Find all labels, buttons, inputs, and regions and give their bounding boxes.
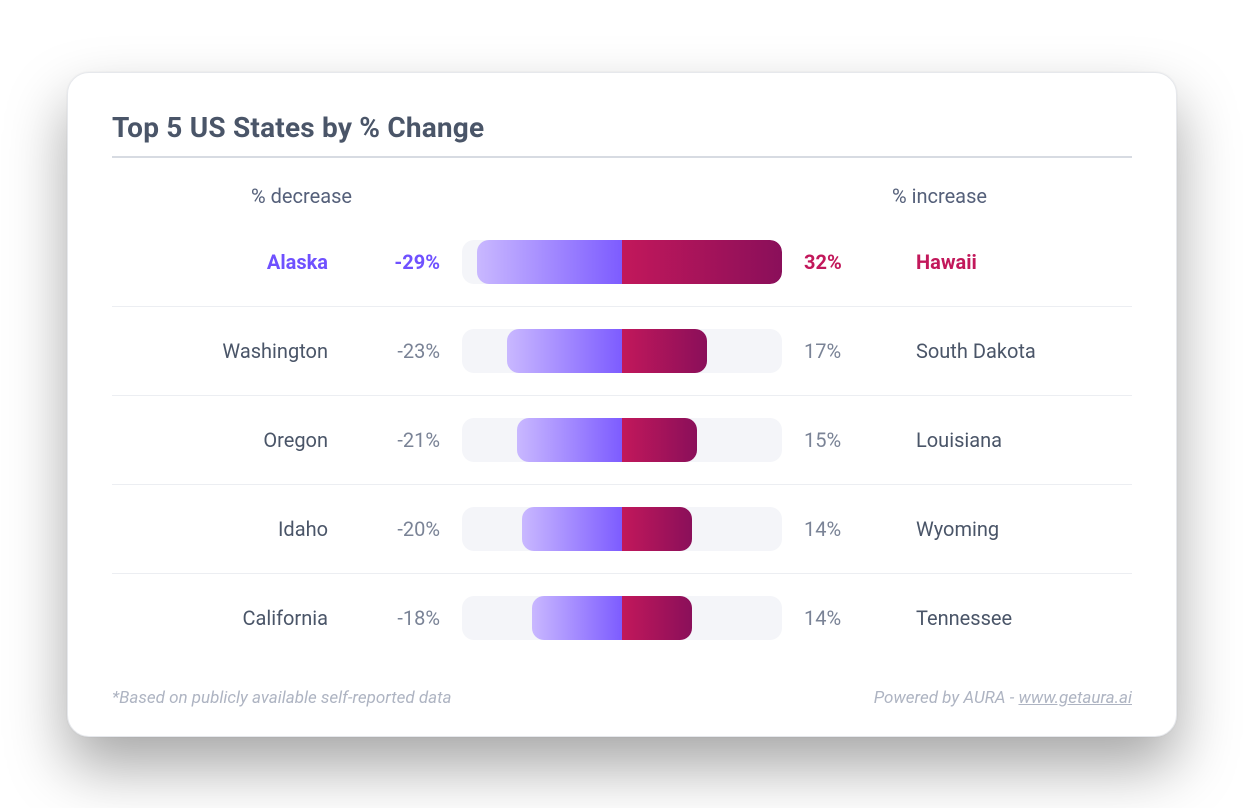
bar-positive [622,507,692,551]
increase-value: 32% [804,250,894,274]
decrease-state-label: California [128,606,328,630]
bar-negative [522,507,622,551]
bar-negative [517,418,622,462]
increase-value: 14% [804,517,894,541]
bar-positive [622,596,692,640]
bar-negative [507,329,622,373]
decrease-value: -21% [350,428,440,452]
bar-track [462,418,782,462]
decrease-state-label: Alaska [128,250,328,274]
chart-title: Top 5 US States by % Change [112,111,1132,156]
increase-state-label: South Dakota [916,339,1116,363]
decrease-state-label: Oregon [128,428,328,452]
footer-powered-url[interactable]: www.getaura.ai [1018,688,1132,708]
bar-track [462,240,782,284]
footer-powered-prefix: Powered by AURA - [874,688,1019,708]
chart-card: Top 5 US States by % Change % decrease %… [67,72,1177,737]
bar-negative [477,240,622,284]
decrease-value: -23% [350,339,440,363]
chart-row: Washington -23% 17% South Dakota [112,307,1132,396]
decrease-state-label: Idaho [128,517,328,541]
decrease-value: -20% [350,517,440,541]
increase-state-label: Tennessee [916,606,1116,630]
bar-negative [532,596,622,640]
bar-track [462,596,782,640]
chart-row: Idaho -20% 14% Wyoming [112,485,1132,574]
increase-state-label: Louisiana [916,428,1116,452]
bar-positive [622,329,707,373]
column-headers: % decrease % increase [112,166,1132,218]
bar-positive [622,418,697,462]
decrease-state-label: Washington [128,339,328,363]
decrease-value: -18% [350,606,440,630]
header-increase: % increase [782,184,1132,208]
bar-track [462,507,782,551]
chart-row: California -18% 14% Tennessee [112,574,1132,662]
chart-rows: Alaska -29% 32% Hawaii Washington -23% 17% Sout… [112,218,1132,662]
chart-row: Alaska -29% 32% Hawaii [112,218,1132,307]
bar-positive [622,240,782,284]
increase-value: 17% [804,339,894,363]
chart-row: Oregon -21% 15% Louisiana [112,396,1132,485]
increase-value: 14% [804,606,894,630]
increase-state-label: Wyoming [916,517,1116,541]
chart-footer: *Based on publicly available self-report… [112,662,1132,708]
bar-track [462,329,782,373]
increase-state-label: Hawaii [916,250,1116,274]
increase-value: 15% [804,428,894,452]
title-divider [112,156,1132,158]
decrease-value: -29% [350,250,440,274]
footer-powered: Powered by AURA - www.getaura.ai [874,688,1132,708]
header-decrease: % decrease [112,184,462,208]
footer-note: *Based on publicly available self-report… [112,688,452,708]
